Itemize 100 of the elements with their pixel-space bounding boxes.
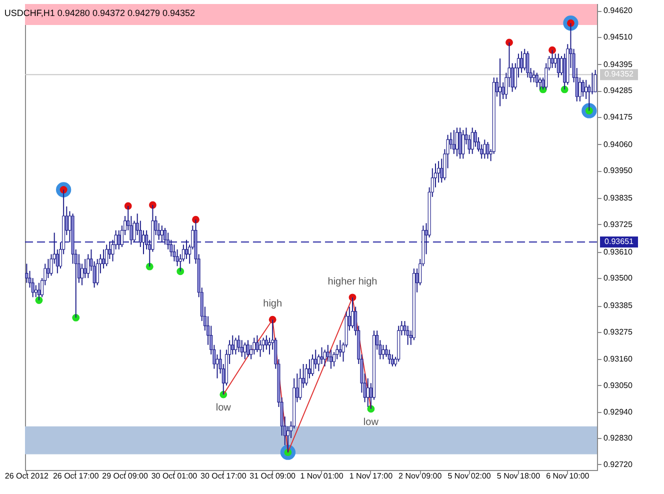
x-tick-label: 30 Oct 17:00 [200,472,247,480]
candlestick [252,337,256,355]
candlestick [550,50,554,68]
candlestick [102,248,106,270]
y-tick-label: 0.94620 [604,6,633,16]
candlestick [470,127,474,154]
annotation: low [363,416,380,428]
candlestick [105,244,108,267]
chart-title: USDCHF,H1 0.94280 0.94372 0.94279 0.94352 [4,8,196,18]
candlestick [258,340,262,358]
annotation: low [216,402,232,414]
candlestick [46,258,50,279]
candlestick [96,258,99,286]
candlestick [231,334,234,355]
y-tick-label: 0.92830 [604,434,633,443]
candlestick [437,160,440,184]
y-tick-label: 0.93835 [604,194,633,203]
x-tick-label: 5 Nov 18:00 [496,472,541,480]
y-tick-label: 0.93160 [604,354,633,364]
y-tick-label: 0.93725 [604,220,633,229]
candlestick [338,340,342,358]
candlestick [382,344,385,360]
candlestick [532,70,536,83]
candlestick [142,230,145,255]
y-tick-label: 0.93385 [604,301,633,310]
candlestick [366,378,370,408]
candlestick [164,227,167,246]
candlestick [262,337,265,353]
point [548,46,556,54]
candlestick [86,254,90,279]
candlestick [523,48,526,71]
y-tick-label: 0.94285 [604,86,633,96]
candlestick [237,334,240,353]
y-tick-label: 0.93275 [604,327,633,336]
candlestick [311,354,314,376]
point [506,38,513,46]
candlestick [582,79,585,98]
point [149,201,156,209]
candlestick [172,244,176,262]
candlestick [474,130,477,148]
x-tick-label: 1 Nov 01:00 [300,472,344,480]
annotation: high [263,298,282,310]
candlestick [320,346,324,365]
candlestick [323,349,326,367]
y-tick-label: 0.94175 [604,112,633,122]
candlestick [25,263,28,284]
candlestick [406,325,410,346]
y-tick-label: 0.94395 [604,60,633,69]
y-tick-label: 0.93050 [604,380,633,390]
candlestick [264,334,268,350]
candlestick [594,69,597,93]
x-tick-label: 29 Oct 09:00 [102,472,148,480]
y-tick-label: 0.94060 [604,140,633,149]
candlestick [234,337,238,355]
candlestick [498,58,502,107]
y-tick-label: 0.93950 [604,166,633,176]
candlestick [584,79,588,100]
candlestick [160,225,164,243]
candlestick [185,239,188,260]
candlestick [449,132,452,150]
candlestick [578,77,582,102]
candlestick [520,50,524,74]
candlestick [390,354,394,367]
candlestick [80,263,84,286]
candlestick [538,77,542,90]
candlestick [486,141,490,160]
candlestick [462,130,465,160]
candlestick [535,72,538,88]
candlestick [329,349,332,370]
annotation: higher high [328,276,378,288]
candlestick [452,130,456,154]
x-tick-label: 6 Nov 10:00 [546,472,590,480]
y-tick-label: 0.94510 [604,32,633,42]
point [192,216,200,224]
x-tick-label: 31 Oct 09:00 [250,472,296,480]
candlestick [455,127,458,157]
candlestick [256,334,259,353]
x-tick-label: 26 Oct 2012 [4,472,50,480]
candlestick [243,342,246,360]
candlestick [458,127,462,160]
x-tick-label: 5 Nov 02:00 [448,472,492,480]
candlestick [286,426,290,453]
point [146,262,154,270]
candlestick [84,258,87,279]
x-tick-label: 26 Oct 17:00 [52,472,100,480]
candlestick [37,282,40,301]
x-tick-label: 1 Nov 17:00 [349,472,394,480]
point [124,202,132,210]
y-tick-label: 0.92720 [604,460,633,469]
candlestick [240,340,244,358]
x-tick-label: 2 Nov 09:00 [398,472,442,480]
candlestick [556,53,560,78]
x-tick-label: 30 Oct 01:00 [151,472,198,480]
y-tick-label: 0.93610 [604,247,633,256]
candlestick [483,139,486,160]
candlestick [117,230,120,250]
candlestick [526,50,530,78]
candlestick [350,296,354,329]
candlestick [246,340,250,358]
y-tick-label: 0.93500 [604,274,633,283]
